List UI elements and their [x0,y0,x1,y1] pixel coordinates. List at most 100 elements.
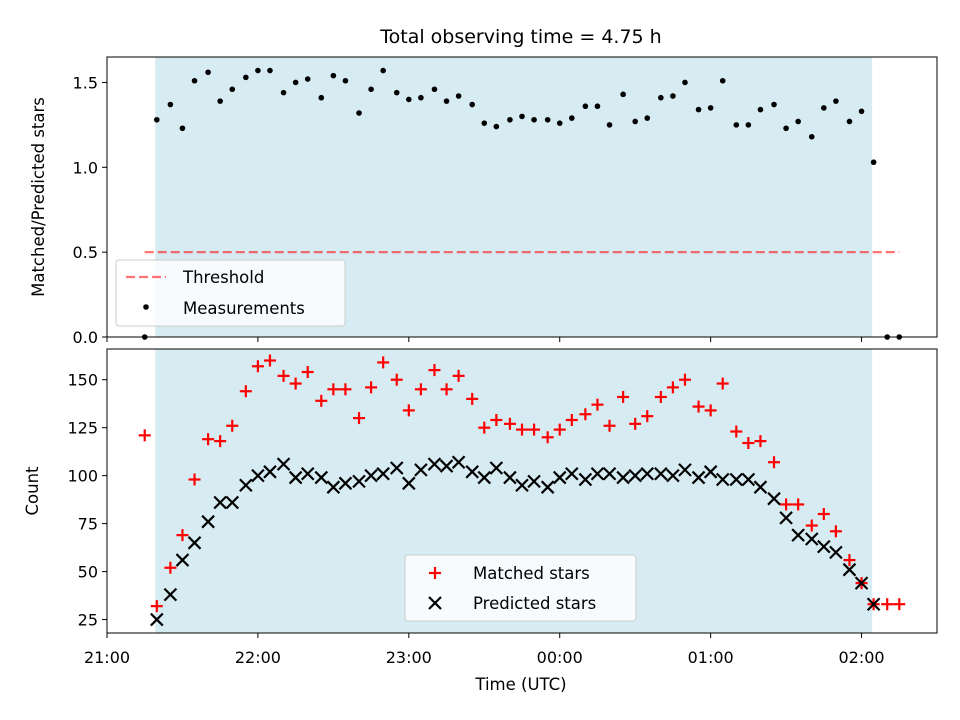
x-tick-label: 23:00 [386,648,432,667]
x-tick-label: 21:00 [84,648,130,667]
predicted-star-point [729,472,744,487]
y-tick-label: 150 [67,371,98,390]
matched-star-point [390,373,403,386]
measurement-point [821,105,827,111]
measurement-point [179,125,186,132]
predicted-star-point [854,576,869,590]
predicted-star-point [414,463,428,477]
matched-star-point [301,366,314,379]
matched-star-point [339,383,352,396]
measurement-point [670,93,676,99]
predicted-star-point [866,597,881,611]
predicted-star-point [804,532,819,546]
predicted-star-point [251,468,265,483]
measurement-point [507,116,513,123]
legend-predicted-marker [428,596,442,610]
measurement-point [682,79,688,86]
x-axis-label: Time (UTC) [474,675,566,694]
measurement-point [531,116,537,123]
measurement-point [695,106,702,113]
top-y-ticks: 0.0 0.5 1.0 1.5 [73,73,107,347]
chart-title: Total observing time = 4.75 h [379,26,661,48]
matched-star-point [226,419,239,432]
bottom-y-axis-label: Count [23,466,42,516]
measurement-point [217,98,223,104]
matched-star-point [188,473,201,486]
measurement-point [519,113,525,120]
predicted-star-point [654,466,668,481]
measurement-point [243,74,249,81]
predicted-star-point [175,553,190,567]
measurement-point [493,123,500,130]
predicted-star-point [489,461,504,475]
measurement-point [267,67,273,74]
measurement-point [304,76,311,82]
predicted-star-point [715,472,730,487]
predicted-star-point [628,468,642,483]
measurement-point [443,98,450,104]
matched-star-point [478,421,491,434]
matched-star-point [692,400,705,413]
matched-star-point [780,498,793,511]
measurement-point [846,118,853,125]
predicted-star-point [263,465,277,479]
y-tick-label: 75 [78,515,98,534]
bottom-legend: Matched stars Predicted stars [404,554,637,622]
measurement-point [469,101,476,108]
matched-star-point [666,381,679,394]
predicted-star-point [465,465,479,479]
measurement-point [719,77,726,84]
measurement-point [255,67,261,74]
matched-stars-points [138,354,906,613]
predicted-star-point [616,470,630,485]
top-legend-box [115,259,346,327]
matched-star-point [654,390,667,403]
top-x-ticks [106,337,863,342]
matched-star-point [289,377,302,390]
matched-star-point [414,383,427,396]
bottom-legend-box [404,554,637,622]
measurement-points [141,67,903,340]
measurement-point [632,118,638,125]
matched-star-point [452,369,465,382]
legend-predicted-label: Predicted stars [473,594,596,613]
measurement-point [556,120,563,126]
top-panel: 0.0 0.5 1.0 1.5 Matched/Predicted stars Thr… [29,56,938,347]
matched-star-point [730,425,743,438]
matched-star-point [843,554,856,567]
matched-star-point [150,600,163,613]
predicted-star-point [678,463,692,477]
matched-star-point [277,369,290,382]
measurement-point [544,116,551,123]
matched-star-point [202,433,215,446]
matched-star-point [402,404,415,417]
measurement-point [569,115,575,121]
predicted-star-point [753,480,768,494]
x-tick-label: 01:00 [688,648,734,667]
predicted-star-point [427,457,442,471]
y-tick-label: 50 [78,563,98,582]
predicted-star-point [389,461,404,475]
matched-star-point [440,383,453,396]
predicted-star-point [691,470,706,485]
predicted-star-point [829,545,843,560]
predicted-star-point [515,478,529,493]
matched-star-point [792,498,805,511]
measurement-point [858,108,865,115]
measurement-point [745,122,752,128]
matched-star-point [315,394,328,407]
matched-star-point [164,561,177,574]
measurement-point [393,89,400,96]
predicted-star-point [741,472,756,487]
predicted-star-point [666,468,680,483]
predicted-stars-points [150,455,881,627]
measurement-point [191,77,198,84]
measurement-point [455,93,462,99]
measurement-point [431,86,438,93]
matched-star-point [377,356,390,369]
predicted-star-point [439,459,454,473]
predicted-star-point [565,466,579,481]
matched-star-point [893,598,906,611]
matched-star-point [466,392,479,405]
